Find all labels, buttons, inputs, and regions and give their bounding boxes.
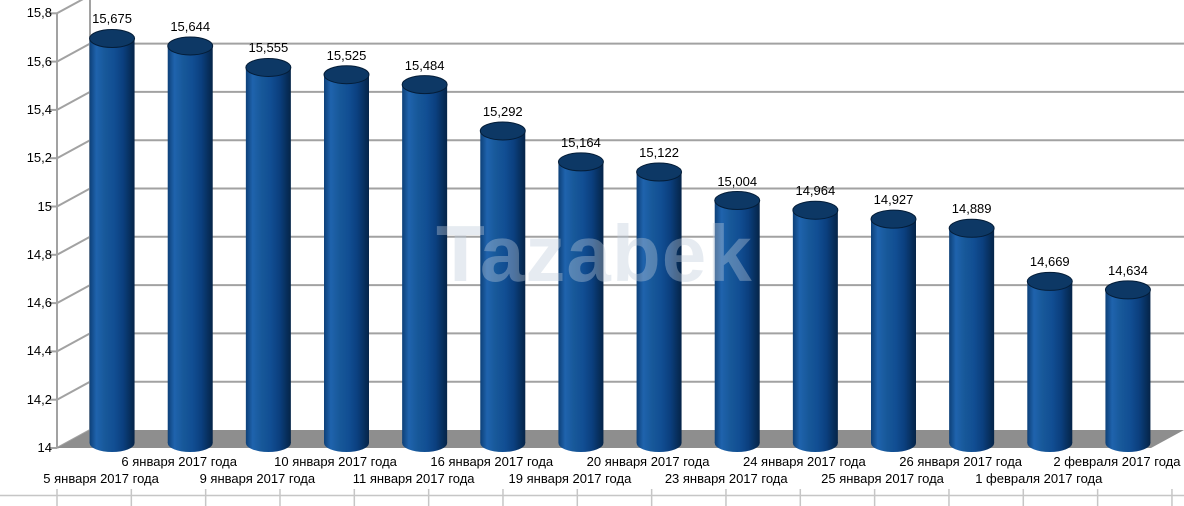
bar-cylinder — [323, 65, 370, 452]
bar-cylinder — [870, 209, 917, 452]
bar-cylinder — [636, 162, 683, 452]
bar-cylinder — [89, 28, 136, 452]
bar-cylinder — [948, 218, 995, 452]
bar-cylinder — [557, 152, 604, 452]
bar-cylinder — [792, 200, 839, 452]
bar-cylinder — [479, 121, 526, 452]
bar-cylinder — [167, 36, 214, 452]
bar-cylinder — [1104, 280, 1151, 452]
bar-cylinder — [714, 191, 761, 452]
bar-cylinder — [1026, 271, 1073, 452]
bar-cylinder — [401, 75, 448, 452]
bar-cylinder — [245, 57, 292, 452]
